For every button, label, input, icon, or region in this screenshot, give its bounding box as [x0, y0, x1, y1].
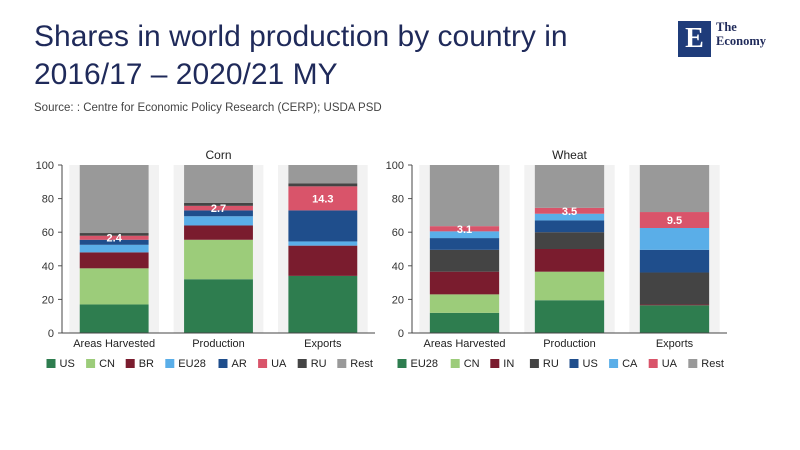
corn-data-label-areas-harvested: 2.4: [107, 233, 123, 245]
wheat-legend-swatch-ca: [609, 359, 618, 368]
corn-bar-production-br: [184, 225, 253, 239]
corn-bar-areas-harvested-br: [80, 252, 149, 268]
wheat-xtick-production: Production: [543, 338, 596, 350]
wheat-bar-production-eu28: [535, 300, 604, 333]
wheat-bar-production-in: [535, 249, 604, 272]
wheat-bar-exports-eu28: [640, 305, 709, 333]
corn-bar-production-rest: [184, 165, 253, 203]
wheat-xtick-areas-harvested: Areas Harvested: [424, 338, 506, 350]
wheat-bar-areas-harvested-eu28: [430, 313, 499, 333]
wheat-legend-label-in: IN: [503, 358, 514, 370]
corn-bar-areas-harvested-rest: [80, 165, 149, 233]
wheat-bar-production-ru: [535, 232, 604, 249]
wheat-ytick-label-60: 60: [392, 227, 404, 239]
wheat-legend-label-ca: CA: [622, 358, 638, 370]
corn-bar-exports-br: [288, 246, 357, 276]
wheat-legend-swatch-us: [570, 359, 579, 368]
charts-canvas: Corn 0 20 40 60 80 100 Areas Harvested Productio…: [0, 0, 800, 450]
wheat-ytick-label-80: 80: [392, 194, 404, 206]
corn-bar-production-us: [184, 279, 253, 333]
wheat-xtick-exports: Exports: [656, 338, 694, 350]
corn-chart-title: Corn: [205, 148, 231, 162]
corn-legend-swatch-ua: [258, 359, 267, 368]
corn-legend-swatch-ru: [298, 359, 307, 368]
corn-bar-exports-us: [288, 276, 357, 333]
wheat-bar-exports-in: [640, 304, 709, 305]
wheat-ytick-label-0: 0: [398, 328, 404, 340]
corn-legend-swatch-us: [47, 359, 56, 368]
corn-ytick-label-100: 100: [36, 160, 54, 172]
wheat-legend-swatch-ru: [530, 359, 539, 368]
corn-data-label-production: 2.7: [211, 203, 226, 215]
wheat-legend-label-us: US: [583, 358, 598, 370]
wheat-data-label-areas-harvested: 3.1: [457, 224, 472, 236]
corn-bar-areas-harvested-us: [80, 304, 149, 333]
wheat-bar-areas-harvested-in: [430, 272, 499, 295]
wheat-legend-swatch-eu28: [398, 359, 407, 368]
wheat-legend-label-ru: RU: [543, 358, 559, 370]
wheat-bar-exports-ca: [640, 228, 709, 250]
wheat-bar-areas-harvested-cn: [430, 294, 499, 312]
corn-data-label-exports: 14.3: [312, 193, 333, 205]
corn-bar-areas-harvested-eu28: [80, 245, 149, 253]
wheat-legend-swatch-in: [490, 359, 499, 368]
wheat-bar-areas-harvested-us: [430, 238, 499, 250]
wheat-bar-production-cn: [535, 272, 604, 301]
wheat-chart-title: Wheat: [552, 148, 587, 162]
corn-xtick-exports: Exports: [304, 338, 342, 350]
corn-ytick-label-40: 40: [42, 261, 54, 273]
wheat-ytick-label-100: 100: [386, 160, 404, 172]
wheat-ytick-label-40: 40: [392, 261, 404, 273]
corn-legend-label-ru: RU: [311, 358, 327, 370]
wheat-legend-swatch-rest: [688, 359, 697, 368]
corn-legend-swatch-cn: [86, 359, 95, 368]
wheat-legend-swatch-ua: [649, 359, 658, 368]
corn-legend-swatch-ar: [219, 359, 228, 368]
wheat-legend-label-rest: Rest: [701, 358, 724, 370]
corn-legend-label-us: US: [60, 358, 75, 370]
corn-ytick-label-0: 0: [48, 328, 54, 340]
wheat-legend-swatch-cn: [451, 359, 460, 368]
corn-legend-label-br: BR: [139, 358, 154, 370]
wheat-bar-exports-rest: [640, 165, 709, 212]
wheat-ytick-label-20: 20: [392, 294, 404, 306]
wheat-bar-areas-harvested-ru: [430, 250, 499, 272]
wheat-legend-label-eu28: EU28: [411, 358, 439, 370]
wheat-bar-production-us: [535, 220, 604, 232]
corn-bar-production-eu28: [184, 216, 253, 225]
corn-legend-label-ua: UA: [271, 358, 287, 370]
corn-legend-label-cn: CN: [99, 358, 115, 370]
wheat-data-label-exports: 9.5: [667, 215, 682, 227]
corn-legend-swatch-rest: [337, 359, 346, 368]
corn-ytick-label-20: 20: [42, 294, 54, 306]
corn-xtick-areas-harvested: Areas Harvested: [73, 338, 155, 350]
corn-legend-swatch-br: [126, 359, 135, 368]
wheat-legend-label-ua: UA: [662, 358, 678, 370]
wheat-bar-exports-ru: [640, 273, 709, 305]
corn-legend-swatch-eu28: [165, 359, 174, 368]
wheat-bar-production-rest: [535, 165, 604, 208]
wheat-bar-exports-us: [640, 250, 709, 273]
wheat-legend-label-cn: CN: [464, 358, 480, 370]
corn-legend-label-ar: AR: [232, 358, 247, 370]
corn-bar-areas-harvested-cn: [80, 268, 149, 304]
corn-bar-production-cn: [184, 240, 253, 279]
corn-xtick-production: Production: [192, 338, 245, 350]
wheat-bar-areas-harvested-rest: [430, 165, 499, 226]
corn-legend-label-eu28: EU28: [178, 358, 206, 370]
corn-bar-exports-eu28: [288, 241, 357, 245]
corn-bar-exports-rest: [288, 165, 357, 183]
wheat-data-label-production: 3.5: [562, 206, 577, 218]
corn-ytick-label-80: 80: [42, 194, 54, 206]
corn-ytick-label-60: 60: [42, 227, 54, 239]
corn-bar-exports-ru: [288, 183, 357, 186]
corn-bar-exports-ar: [288, 210, 357, 241]
corn-legend-label-rest: Rest: [350, 358, 373, 370]
